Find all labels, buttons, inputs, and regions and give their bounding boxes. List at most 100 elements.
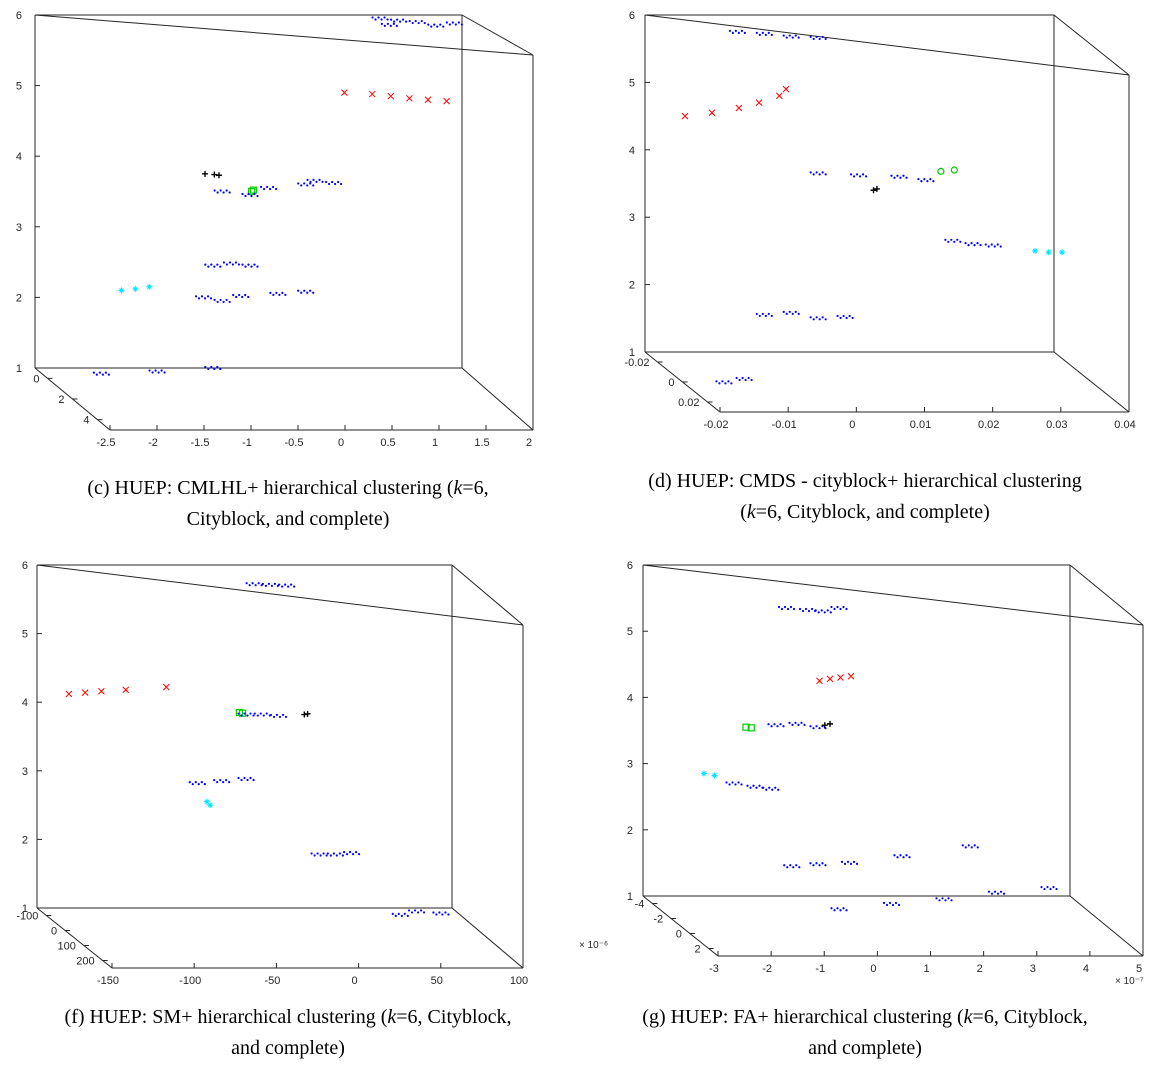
- data-point: [818, 318, 821, 321]
- caption-g-line2: and complete): [808, 1037, 922, 1059]
- data-point-x: [387, 92, 395, 100]
- data-point: [987, 245, 990, 248]
- box-edge: [461, 367, 534, 431]
- data-point: [232, 293, 235, 297]
- data-point: [219, 265, 222, 268]
- data-point: [228, 261, 232, 264]
- cluster-blue: [725, 781, 780, 791]
- data-point: [204, 365, 207, 369]
- data-point: [203, 297, 207, 300]
- data-point: [785, 312, 788, 316]
- caption-c-k: k: [453, 477, 463, 499]
- data-point: [750, 378, 753, 382]
- x-tick-label: 0.04: [1114, 419, 1135, 431]
- data-point: [396, 18, 399, 21]
- data-point: [899, 176, 902, 179]
- data-point: [197, 297, 201, 300]
- data-point: [397, 912, 400, 915]
- data-point: [843, 862, 847, 865]
- data-point: [755, 312, 758, 316]
- data-point: [216, 780, 219, 784]
- y-tick-label: -0.02: [624, 357, 649, 369]
- data-point: [271, 185, 275, 189]
- data-point: [938, 899, 941, 902]
- y-tick-label: 0: [676, 929, 682, 941]
- box-edge: [36, 907, 113, 969]
- data-point: [842, 605, 845, 609]
- data-point: [836, 907, 839, 910]
- data-point: [209, 297, 213, 300]
- data-point: [219, 778, 222, 782]
- data-point: [101, 373, 104, 376]
- x-tick-label: -1: [242, 437, 252, 449]
- data-point: [724, 382, 727, 385]
- data-point: [814, 609, 817, 612]
- data-point: [899, 854, 902, 857]
- data-point: [758, 33, 761, 36]
- x-tick-label: 0: [352, 975, 358, 987]
- data-point: [383, 16, 386, 19]
- data-point: [809, 35, 812, 39]
- data-point: [371, 16, 374, 19]
- z-tick-label: 6: [627, 560, 633, 572]
- x-tick-label: -100: [179, 975, 201, 987]
- data-point: [908, 856, 911, 859]
- cluster-blue: [371, 16, 463, 28]
- cluster-blue: [777, 605, 848, 614]
- data-point: [254, 584, 257, 587]
- data-point: [950, 899, 953, 902]
- data-point: [782, 725, 785, 728]
- data-point: [855, 862, 859, 865]
- data-point: [967, 844, 970, 847]
- data-point: [845, 909, 848, 912]
- data-point: [718, 382, 721, 385]
- cluster-blue: [830, 885, 1058, 912]
- data-point: [225, 189, 228, 192]
- caption-g-line1: (g) HUEP: FA+ hierarchical clustering (k…: [577, 1002, 1153, 1033]
- data-point: [917, 178, 920, 181]
- data-point: [780, 607, 784, 611]
- data-point: [357, 853, 361, 856]
- data-point: [228, 191, 231, 194]
- data-point: [231, 263, 235, 266]
- data-point: [256, 265, 259, 268]
- data-point: [411, 21, 414, 25]
- data-point: [737, 781, 740, 784]
- data-point-x: [341, 89, 348, 97]
- data-point-x: [847, 672, 855, 680]
- x-tick-label: -150: [97, 975, 119, 987]
- data-point: [219, 189, 222, 192]
- data-point: [247, 263, 250, 266]
- data-point: [777, 788, 780, 791]
- data-point: [767, 312, 770, 316]
- box-edge: [36, 564, 524, 626]
- data-point-plus: [827, 720, 833, 727]
- data-point: [338, 852, 341, 855]
- data-point: [976, 242, 979, 245]
- data-point: [740, 29, 743, 32]
- data-point: [905, 854, 908, 857]
- data-point: [324, 180, 328, 184]
- caption-c-line1: (c) HUEP: CMLHL+ hierarchical clustering…: [0, 473, 576, 504]
- cluster-blue: [245, 582, 296, 588]
- data-point: [281, 713, 285, 717]
- data-point: [852, 860, 856, 863]
- data-point: [345, 853, 349, 856]
- data-point: [984, 243, 987, 246]
- data-point: [833, 909, 836, 912]
- data-point: [731, 781, 734, 784]
- data-point: [269, 713, 273, 717]
- data-point: [228, 780, 231, 784]
- data-point: [815, 35, 818, 39]
- box-edge: [1069, 564, 1144, 626]
- data-point: [318, 178, 321, 182]
- data-point: [970, 846, 973, 849]
- data-point: [306, 291, 309, 294]
- data-point: [947, 240, 950, 243]
- z-tick-label: 5: [16, 81, 22, 93]
- data-point: [798, 866, 801, 869]
- data-point: [773, 723, 776, 726]
- data-point: [800, 721, 803, 724]
- data-point: [259, 712, 262, 715]
- cluster-cyan: [701, 770, 718, 779]
